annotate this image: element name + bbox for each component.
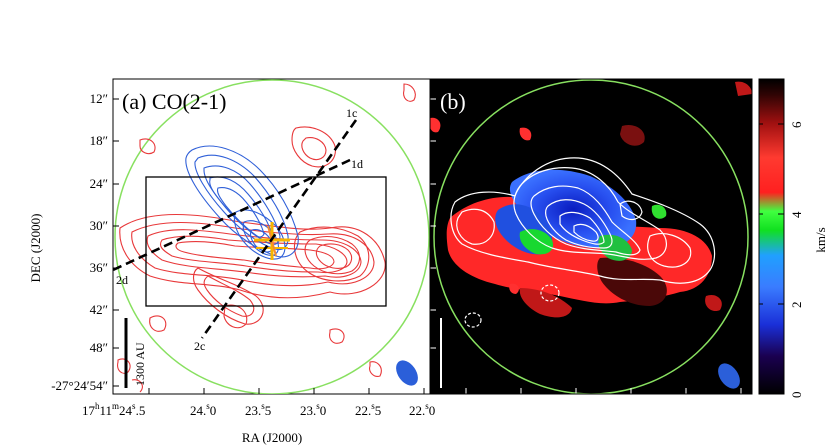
x-tick-label: 22.s5 [355, 401, 381, 418]
panel-a-y-tick-labels: 12″ 18″ 24″ 30″ 36″ 42″ 48″ -27°24′54″ [51, 91, 108, 393]
scale-bar-label: 1300 AU [133, 342, 147, 386]
velocity-blob [620, 124, 645, 146]
primary-beam-circle [114, 79, 430, 394]
cut-label-2d: 2d [116, 273, 128, 287]
primary-beam-circle-b [433, 79, 749, 394]
y-tick-label: 48″ [90, 340, 108, 355]
beam-marker-dashed [540, 284, 560, 302]
velocity-blob [735, 81, 752, 96]
x-tick-label: 23.s0 [300, 401, 326, 418]
colorbar-tick-label: 4 [789, 211, 804, 218]
beam-ellipse [396, 360, 418, 386]
beam-marker-dashed [464, 312, 482, 328]
panel-a-x-tick-labels: 17h11m24s.5 24.s0 23.s5 23.s0 22.s5 22.s… [82, 401, 435, 418]
panel-b-label: (b) [440, 89, 466, 114]
beam-ellipse-b [718, 363, 740, 389]
colorbar-tick-labels: 0 2 4 6 [789, 121, 804, 398]
colorbar-ticks [759, 123, 784, 395]
x-tick-label-first: 17h11m24s.5 [82, 401, 145, 418]
x-axis-label: RA (J2000) [242, 430, 302, 445]
y-tick-label: -27°24′54″ [51, 378, 108, 393]
velocity-green-spot [651, 204, 667, 219]
velocity-blob [519, 127, 532, 141]
colorbar-tick-label: 2 [789, 302, 804, 309]
x-tick-label: 22.s0 [409, 401, 435, 418]
zoom-region-box [145, 176, 387, 307]
panel-a: (a) CO(2-1) 1c 1d 2c 2d 1300 AU 12″ 18″ … [28, 78, 435, 445]
y-tick-label: 18″ [90, 133, 108, 148]
y-tick-label: 12″ [90, 91, 108, 106]
y-tick-label: 30″ [90, 218, 108, 233]
cut-label-1d: 1d [351, 157, 363, 171]
velocity-blob [509, 283, 519, 294]
velocity-blue-region [509, 169, 637, 249]
velocity-red-patch [519, 288, 572, 318]
white-contours [450, 157, 716, 284]
panel-a-label: (a) CO(2-1) [122, 89, 226, 114]
colorbar-tick-label: 0 [789, 392, 804, 399]
panel-a-y-tick-marks [113, 98, 119, 387]
velocity-blob [705, 294, 722, 312]
y-axis-label: DEC (J2000) [28, 214, 43, 283]
velocity-green-region [519, 229, 554, 255]
colorbar: 0 2 4 6 km/s [758, 78, 828, 398]
cut-label-1c: 1c [346, 106, 357, 120]
y-tick-label: 36″ [90, 260, 108, 275]
cut-1d-2d [113, 158, 351, 272]
colorbar-label: km/s [813, 227, 828, 252]
velocity-darkred-region [597, 257, 667, 306]
colorbar-tick-label: 6 [789, 121, 804, 128]
panel-a-x-tick-marks [148, 388, 425, 394]
y-tick-label: 24″ [90, 176, 108, 191]
x-tick-label: 24.s0 [190, 401, 216, 418]
cut-label-2c: 2c [194, 339, 205, 353]
colorbar-gradient [758, 78, 785, 395]
panel-b-frame [429, 78, 753, 395]
panel-b-tick-marks [430, 98, 742, 394]
y-tick-label: 42″ [90, 302, 108, 317]
velocity-blob [430, 117, 441, 133]
cut-1c-2c [200, 119, 358, 339]
pv-cut-lines [113, 119, 358, 339]
x-tick-label: 23.s5 [245, 401, 271, 418]
panel-b: (b) [429, 78, 753, 395]
